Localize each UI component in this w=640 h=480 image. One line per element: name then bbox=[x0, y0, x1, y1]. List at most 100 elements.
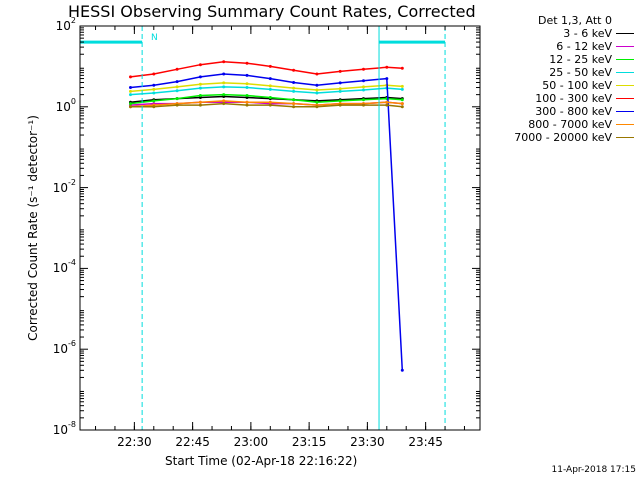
data-point bbox=[175, 103, 179, 107]
y-tick-exponent: -4 bbox=[68, 258, 76, 268]
data-point bbox=[338, 69, 342, 73]
data-point bbox=[268, 96, 272, 99]
data-point bbox=[152, 99, 156, 103]
x-tick-label: 23:30 bbox=[350, 435, 385, 449]
data-point bbox=[385, 103, 389, 107]
data-point bbox=[268, 77, 272, 81]
legend-swatch bbox=[616, 46, 634, 47]
data-point bbox=[222, 102, 226, 106]
x-tick-label: 22:45 bbox=[175, 435, 210, 449]
y-tick-label: 102 bbox=[36, 16, 76, 33]
data-point bbox=[292, 105, 296, 109]
legend-item: 12 - 25 keV bbox=[484, 53, 634, 66]
data-point bbox=[129, 86, 132, 89]
data-point bbox=[400, 105, 404, 109]
legend-item: 50 - 100 keV bbox=[484, 79, 634, 92]
y-tick-label: 100 bbox=[36, 97, 76, 114]
y-tick-label: 10-8 bbox=[36, 420, 76, 437]
legend-swatch bbox=[616, 98, 634, 99]
data-point bbox=[362, 67, 365, 71]
y-tick-exponent: -6 bbox=[68, 339, 76, 349]
data-point bbox=[315, 88, 319, 92]
legend-item-label: 6 - 12 keV bbox=[556, 40, 612, 53]
data-point bbox=[268, 64, 272, 68]
data-point bbox=[245, 94, 249, 97]
data-point bbox=[198, 75, 202, 79]
y-tick-base: 10 bbox=[52, 342, 69, 357]
data-point bbox=[362, 98, 365, 102]
plot-frame bbox=[79, 25, 481, 431]
data-point bbox=[198, 82, 202, 86]
data-point bbox=[152, 87, 156, 91]
data-point bbox=[292, 86, 296, 90]
legend-item: 300 - 800 keV bbox=[484, 105, 634, 118]
legend: Det 1,3, Att 0 3 - 6 keV 6 - 12 keV 12 - 2… bbox=[484, 14, 634, 144]
legend-swatch bbox=[616, 33, 634, 34]
y-tick-exponent: 2 bbox=[70, 16, 76, 25]
data-point bbox=[222, 81, 226, 85]
data-point bbox=[175, 67, 179, 71]
data-point bbox=[315, 100, 319, 104]
data-point bbox=[362, 103, 365, 107]
legend-rows: 3 - 6 keV 6 - 12 keV 12 - 25 keV 25 - 50 ke… bbox=[484, 27, 634, 144]
data-point bbox=[400, 84, 404, 88]
data-point bbox=[175, 85, 179, 89]
data-point bbox=[338, 99, 342, 103]
timestamp-stamp: 11-Apr-2018 17:15 bbox=[551, 465, 636, 475]
y-axis-title: Corrected Count Rate (s⁻¹ detector⁻¹) bbox=[26, 115, 40, 341]
legend-swatch bbox=[616, 59, 634, 60]
data-point bbox=[222, 93, 226, 97]
chart-title: HESSI Observing Summary Count Rates, Cor… bbox=[68, 2, 476, 21]
data-point bbox=[198, 86, 202, 90]
data-point bbox=[152, 105, 156, 109]
data-point bbox=[222, 85, 226, 89]
data-point bbox=[129, 75, 132, 79]
legend-item-label: 800 - 7000 keV bbox=[528, 118, 612, 131]
data-point bbox=[245, 86, 249, 89]
y-tick-label: 10-2 bbox=[36, 177, 76, 195]
data-point bbox=[362, 79, 365, 83]
y-tick-base: 10 bbox=[52, 180, 69, 195]
data-point bbox=[385, 77, 389, 81]
y-tick-label: 10-4 bbox=[36, 258, 76, 275]
data-point bbox=[129, 105, 132, 109]
data-point bbox=[292, 81, 296, 84]
x-tick-label: 22:30 bbox=[117, 435, 152, 449]
data-point bbox=[315, 105, 319, 109]
data-point bbox=[268, 100, 272, 104]
legend-swatch bbox=[616, 72, 634, 73]
data-point bbox=[338, 87, 342, 91]
data-point bbox=[129, 102, 132, 106]
data-point bbox=[198, 100, 202, 104]
data-point bbox=[245, 82, 249, 86]
y-tick-exponent: -2 bbox=[68, 177, 76, 187]
data-point bbox=[268, 87, 272, 91]
data-point bbox=[152, 72, 156, 76]
data-point bbox=[198, 103, 202, 107]
legend-item-label: 3 - 6 keV bbox=[563, 27, 612, 40]
legend-item-label: 100 - 300 keV bbox=[535, 92, 612, 105]
legend-item-label: 300 - 800 keV bbox=[535, 105, 612, 118]
data-point bbox=[292, 68, 296, 72]
x-tick-label: 23:15 bbox=[291, 435, 327, 449]
data-point bbox=[338, 89, 342, 93]
data-point bbox=[152, 91, 156, 95]
data-point bbox=[198, 94, 202, 97]
legend-item-label: 12 - 25 keV bbox=[549, 53, 612, 66]
data-point bbox=[152, 83, 156, 87]
x-tick-label: 23:45 bbox=[408, 435, 443, 449]
data-point bbox=[338, 81, 342, 85]
data-point bbox=[385, 100, 389, 104]
data-point bbox=[362, 85, 365, 89]
legend-swatch bbox=[616, 111, 634, 112]
legend-item-label: 7000 - 20000 keV bbox=[514, 131, 612, 144]
legend-item: 7000 - 20000 keV bbox=[484, 131, 634, 144]
data-point bbox=[245, 100, 249, 104]
legend-item: 100 - 300 keV bbox=[484, 92, 634, 105]
series-line bbox=[130, 61, 403, 78]
data-point bbox=[222, 99, 226, 103]
y-tick-exponent: -8 bbox=[68, 420, 76, 429]
y-tick-base: 10 bbox=[55, 99, 71, 114]
data-point bbox=[400, 66, 404, 70]
data-point bbox=[175, 97, 179, 101]
